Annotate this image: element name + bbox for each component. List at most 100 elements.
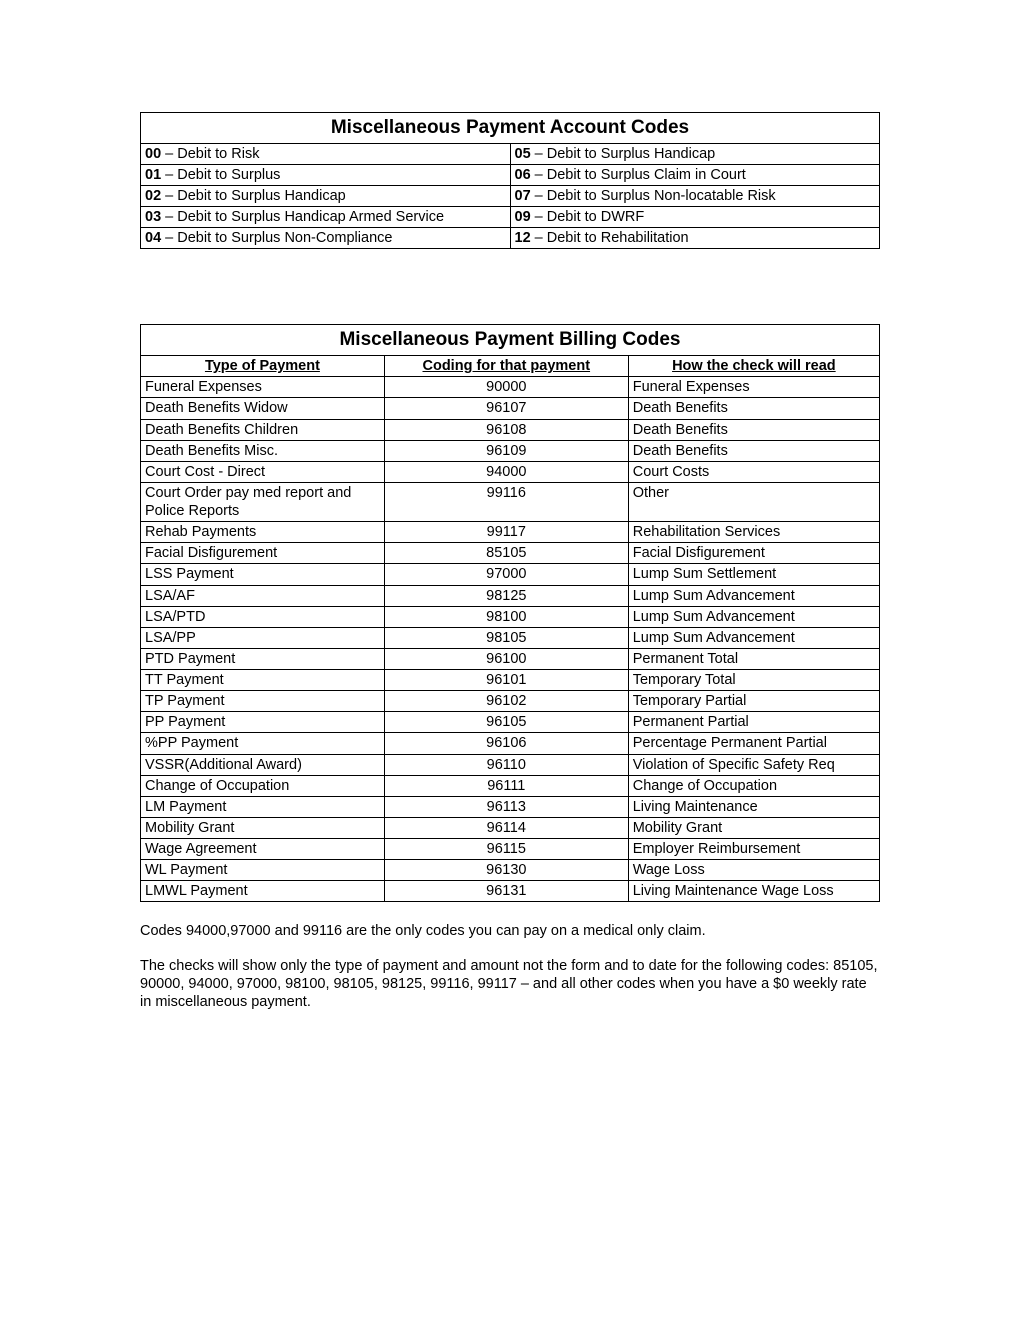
account-cell-left: 03 – Debit to Surplus Handicap Armed Ser… <box>141 207 511 228</box>
billing-type-cell: Facial Disfigurement <box>141 543 385 564</box>
billing-code-cell: 96109 <box>384 440 628 461</box>
account-cell-left: 01 – Debit to Surplus <box>141 164 511 185</box>
billing-code-cell: 94000 <box>384 461 628 482</box>
billing-code-cell: 96105 <box>384 712 628 733</box>
billing-check-cell: Permanent Partial <box>628 712 879 733</box>
account-title-row: Miscellaneous Payment Account Codes <box>141 113 880 144</box>
billing-code-cell: 98105 <box>384 627 628 648</box>
billing-row: LSA/PP98105Lump Sum Advancement <box>141 627 880 648</box>
billing-row: LMWL Payment96131Living Maintenance Wage… <box>141 881 880 902</box>
billing-code-cell: 96102 <box>384 691 628 712</box>
billing-code-cell: 96106 <box>384 733 628 754</box>
billing-row: Change of Occupation96111Change of Occup… <box>141 775 880 796</box>
billing-row: LM Payment96113Living Maintenance <box>141 796 880 817</box>
account-code: 05 <box>515 146 531 162</box>
billing-title-row: Miscellaneous Payment Billing Codes <box>141 325 880 356</box>
billing-row: LSA/AF98125Lump Sum Advancement <box>141 585 880 606</box>
billing-type-cell: Court Cost - Direct <box>141 461 385 482</box>
billing-row: Wage Agreement96115Employer Reimbursemen… <box>141 839 880 860</box>
account-cell-right: 06 – Debit to Surplus Claim in Court <box>510 164 880 185</box>
billing-header-check: How the check will read <box>628 356 879 377</box>
account-text: – Debit to Risk <box>161 146 259 162</box>
billing-check-cell: Living Maintenance <box>628 796 879 817</box>
account-code: 03 <box>145 209 161 225</box>
billing-type-cell: Rehab Payments <box>141 522 385 543</box>
billing-code-cell: 97000 <box>384 564 628 585</box>
billing-code-cell: 96115 <box>384 839 628 860</box>
billing-code-cell: 98100 <box>384 606 628 627</box>
billing-type-cell: Death Benefits Misc. <box>141 440 385 461</box>
billing-row: LSA/PTD98100Lump Sum Advancement <box>141 606 880 627</box>
billing-type-cell: %PP Payment <box>141 733 385 754</box>
billing-row: PP Payment96105Permanent Partial <box>141 712 880 733</box>
account-text: – Debit to Surplus Non-Compliance <box>161 230 392 246</box>
billing-check-cell: Death Benefits <box>628 398 879 419</box>
billing-check-cell: Other <box>628 482 879 521</box>
billing-check-cell: Employer Reimbursement <box>628 839 879 860</box>
account-cell-right: 09 – Debit to DWRF <box>510 207 880 228</box>
billing-check-cell: Mobility Grant <box>628 817 879 838</box>
account-cell-right: 12 – Debit to Rehabilitation <box>510 228 880 249</box>
billing-row: LSS Payment97000Lump Sum Settlement <box>141 564 880 585</box>
billing-type-cell: Court Order pay med report and Police Re… <box>141 482 385 521</box>
billing-check-cell: Change of Occupation <box>628 775 879 796</box>
billing-check-cell: Lump Sum Advancement <box>628 606 879 627</box>
billing-check-cell: Rehabilitation Services <box>628 522 879 543</box>
account-cell-right: 05 – Debit to Surplus Handicap <box>510 143 880 164</box>
account-code: 09 <box>515 209 531 225</box>
billing-type-cell: TT Payment <box>141 670 385 691</box>
billing-row: Mobility Grant96114Mobility Grant <box>141 817 880 838</box>
account-row: 00 – Debit to Risk 05 – Debit to Surplus … <box>141 143 880 164</box>
billing-code-cell: 96107 <box>384 398 628 419</box>
billing-check-cell: Wage Loss <box>628 860 879 881</box>
billing-code-cell: 99117 <box>384 522 628 543</box>
note-paragraph-2: The checks will show only the type of pa… <box>140 957 880 1011</box>
billing-code-cell: 96110 <box>384 754 628 775</box>
billing-check-cell: Temporary Partial <box>628 691 879 712</box>
billing-row: PTD Payment96100Permanent Total <box>141 648 880 669</box>
billing-code-cell: 96108 <box>384 419 628 440</box>
billing-row: Death Benefits Widow96107Death Benefits <box>141 398 880 419</box>
account-text: – Debit to DWRF <box>531 209 645 225</box>
account-row: 04 – Debit to Surplus Non-Compliance12 –… <box>141 228 880 249</box>
account-code: 00 <box>145 146 161 162</box>
billing-code-cell: 98125 <box>384 585 628 606</box>
billing-header-type: Type of Payment <box>141 356 385 377</box>
notes-section: Codes 94000,97000 and 99116 are the only… <box>140 922 880 1011</box>
account-text: – Debit to Surplus Claim in Court <box>531 167 746 183</box>
billing-code-cell: 96111 <box>384 775 628 796</box>
billing-type-cell: LSA/PTD <box>141 606 385 627</box>
billing-check-cell: Court Costs <box>628 461 879 482</box>
account-text: – Debit to Surplus Handicap <box>531 146 716 162</box>
billing-type-cell: PP Payment <box>141 712 385 733</box>
billing-type-cell: VSSR(Additional Award) <box>141 754 385 775</box>
billing-codes-title: Miscellaneous Payment Billing Codes <box>141 325 880 356</box>
billing-type-cell: Mobility Grant <box>141 817 385 838</box>
billing-code-cell: 96130 <box>384 860 628 881</box>
billing-row: Funeral Expenses90000Funeral Expenses <box>141 377 880 398</box>
billing-row: Court Cost - Direct94000Court Costs <box>141 461 880 482</box>
account-codes-section: Miscellaneous Payment Account Codes 00 –… <box>140 112 880 249</box>
billing-row: %PP Payment96106Percentage Permanent Par… <box>141 733 880 754</box>
account-text: – Debit to Surplus Non-locatable Risk <box>531 188 776 204</box>
billing-check-cell: Lump Sum Advancement <box>628 627 879 648</box>
billing-row: TT Payment96101Temporary Total <box>141 670 880 691</box>
account-code: 02 <box>145 188 161 204</box>
billing-type-cell: LMWL Payment <box>141 881 385 902</box>
billing-check-cell: Violation of Specific Safety Req <box>628 754 879 775</box>
account-cell-left: 02 – Debit to Surplus Handicap <box>141 186 511 207</box>
billing-type-cell: Change of Occupation <box>141 775 385 796</box>
billing-header-code: Coding for that payment <box>384 356 628 377</box>
billing-check-cell: Lump Sum Advancement <box>628 585 879 606</box>
billing-row: WL Payment96130Wage Loss <box>141 860 880 881</box>
billing-row: Facial Disfigurement85105Facial Disfigur… <box>141 543 880 564</box>
account-text: – Debit to Surplus Handicap Armed Servic… <box>161 209 444 225</box>
account-codes-table: Miscellaneous Payment Account Codes 00 –… <box>140 112 880 249</box>
account-row: 03 – Debit to Surplus Handicap Armed Ser… <box>141 207 880 228</box>
billing-check-cell: Facial Disfigurement <box>628 543 879 564</box>
account-codes-title: Miscellaneous Payment Account Codes <box>141 113 880 144</box>
billing-codes-section: Miscellaneous Payment Billing Codes Type… <box>140 324 880 902</box>
billing-type-cell: Death Benefits Children <box>141 419 385 440</box>
billing-type-cell: LM Payment <box>141 796 385 817</box>
billing-row: VSSR(Additional Award)96110Violation of … <box>141 754 880 775</box>
